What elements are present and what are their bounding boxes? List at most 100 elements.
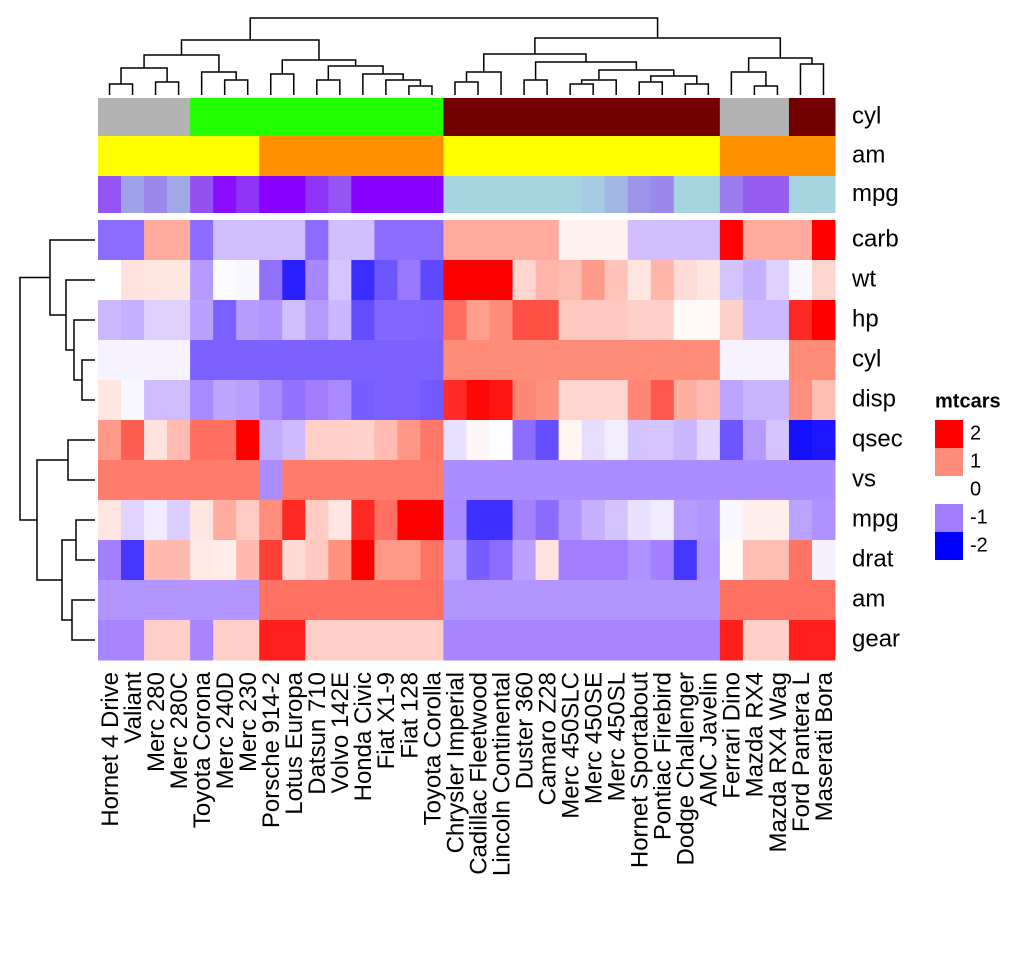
annotation-cell: [121, 176, 145, 213]
heat-cell: [121, 500, 145, 541]
heat-cell: [443, 380, 467, 421]
heat-cell: [512, 340, 537, 381]
heat-cell: [98, 300, 122, 341]
heat-cell: [811, 300, 836, 341]
heat-cell: [581, 340, 606, 381]
annotation-cell: [466, 136, 491, 176]
heat-cell: [558, 500, 583, 541]
heat-cell: [144, 340, 168, 381]
heat-cell: [259, 380, 283, 421]
heat-cell: [351, 380, 375, 421]
heat-cell: [466, 460, 491, 501]
heat-cell: [742, 260, 767, 301]
heat-cell: [811, 380, 836, 421]
heat-cell: [144, 380, 168, 421]
heat-cell: [788, 340, 813, 381]
annotation-cell: [282, 98, 306, 136]
heat-cell: [627, 340, 652, 381]
heat-cell: [535, 220, 560, 261]
heat-cell: [351, 300, 375, 341]
heat-cell: [788, 620, 813, 661]
heat-cell: [604, 220, 629, 261]
heat-cell: [374, 580, 398, 621]
heat-cell: [374, 620, 398, 661]
heat-cell: [190, 500, 214, 541]
annotation-cell: [627, 176, 652, 213]
heat-cell: [144, 540, 168, 581]
heat-cell: [765, 220, 790, 261]
heat-cell: [351, 540, 375, 581]
heat-cell: [604, 620, 629, 661]
heat-cell: [213, 300, 237, 341]
annotation-cell: [236, 176, 260, 213]
heat-cell: [351, 260, 375, 301]
heat-cell: [443, 540, 467, 581]
heat-cell: [604, 580, 629, 621]
heat-cell: [581, 380, 606, 421]
heat-cell: [558, 620, 583, 661]
annotation-cell: [397, 176, 421, 213]
heat-cell: [558, 260, 583, 301]
heat-cell: [282, 620, 306, 661]
column-label: Merc 450SE: [581, 672, 608, 804]
heat-cell: [305, 420, 329, 461]
heat-cell: [305, 380, 329, 421]
heat-cell: [696, 580, 721, 621]
column-label: Mazda RX4: [742, 672, 769, 797]
annotation-cell: [374, 136, 398, 176]
heat-cell: [627, 620, 652, 661]
legend-label: 0: [970, 478, 981, 500]
heat-cell: [742, 420, 767, 461]
heat-cell: [374, 460, 398, 501]
heat-cell: [558, 420, 583, 461]
column-label: Dodge Challenger: [673, 672, 700, 865]
heat-cell: [719, 220, 744, 261]
annotation-cell: [328, 176, 352, 213]
row-label: qsec: [852, 425, 903, 452]
legend-swatch: [935, 504, 963, 532]
column-label: Hornet Sportabout: [627, 672, 654, 868]
heat-cell: [374, 380, 398, 421]
heat-cell: [581, 500, 606, 541]
column-label: Fiat 128: [396, 672, 423, 759]
annotation-cell: [98, 98, 122, 136]
annotation-cell: [328, 98, 352, 136]
heat-cell: [627, 260, 652, 301]
heat-cell: [696, 540, 721, 581]
heat-cell: [489, 420, 514, 461]
annotation-cell: [489, 98, 514, 136]
annotation-cell: [558, 176, 583, 213]
heat-cell: [374, 220, 398, 261]
heat-cell: [788, 260, 813, 301]
heat-cell: [696, 380, 721, 421]
annotation-cell: [765, 136, 790, 176]
heat-cell: [535, 340, 560, 381]
legend-swatch: [935, 448, 963, 476]
heat-cell: [374, 300, 398, 341]
heat-cell: [811, 460, 836, 501]
heat-cell: [213, 500, 237, 541]
heat-cell: [604, 260, 629, 301]
heat-cell: [466, 580, 491, 621]
heat-cell: [420, 620, 444, 661]
heat-cell: [190, 420, 214, 461]
heat-cell: [121, 460, 145, 501]
column-label: Merc 280C: [166, 672, 193, 789]
heat-cell: [236, 380, 260, 421]
heat-cell: [719, 420, 744, 461]
heat-cell: [489, 460, 514, 501]
heat-cell: [213, 220, 237, 261]
heat-cell: [788, 380, 813, 421]
annotation-cell: [443, 136, 467, 176]
annotation-cell: [351, 136, 375, 176]
annotation-cell: [259, 98, 283, 136]
heat-cell: [765, 620, 790, 661]
heat-cell: [719, 300, 744, 341]
heat-cell: [305, 620, 329, 661]
heat-cell: [673, 500, 698, 541]
annotation-cell: [259, 176, 283, 213]
annotation-cell: [466, 176, 491, 213]
heat-cell: [282, 300, 306, 341]
annotation-cell: [558, 136, 583, 176]
heat-cell: [259, 540, 283, 581]
